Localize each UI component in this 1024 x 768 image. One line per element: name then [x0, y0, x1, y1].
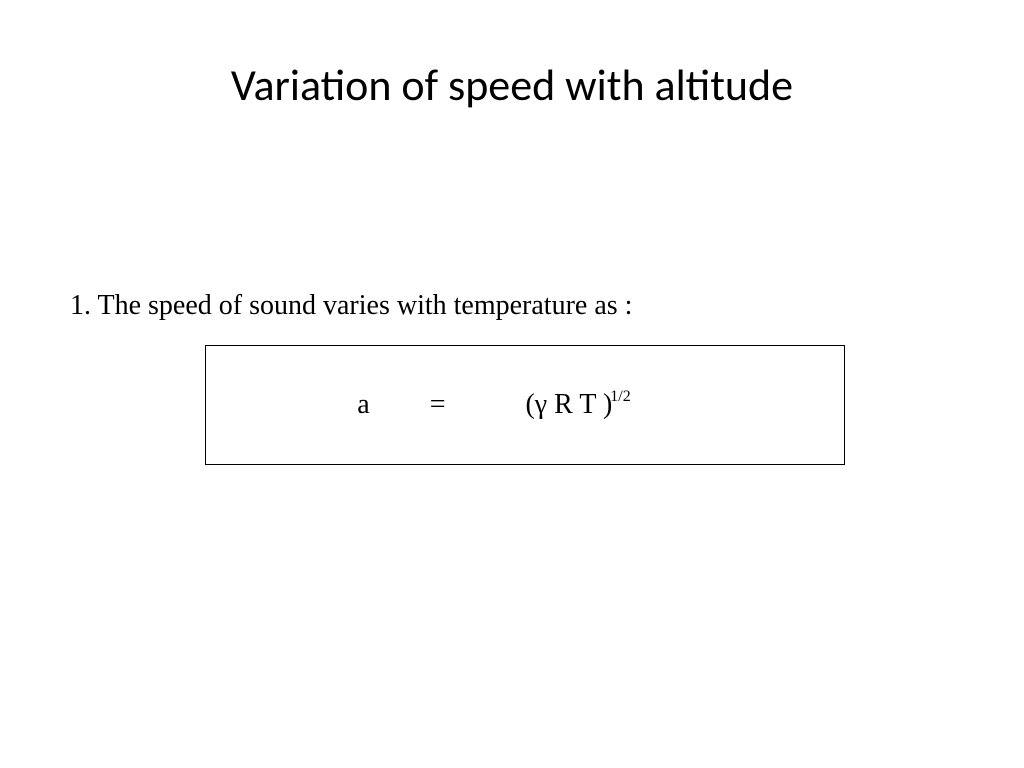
equation-lhs: a [357, 389, 369, 421]
equation-equals: = [430, 389, 446, 421]
body-text-line-1: 1. The speed of sound varies with temper… [70, 290, 632, 322]
equation-box: a = (γ R T )1/2 [205, 345, 845, 465]
equation-rhs-exponent: 1/2 [610, 388, 630, 405]
equation-rhs-base: (γ R T ) [525, 389, 612, 420]
slide-title: Variation of speed with altitude [0, 58, 1024, 112]
equation-rhs: (γ R T )1/2 [525, 389, 632, 421]
